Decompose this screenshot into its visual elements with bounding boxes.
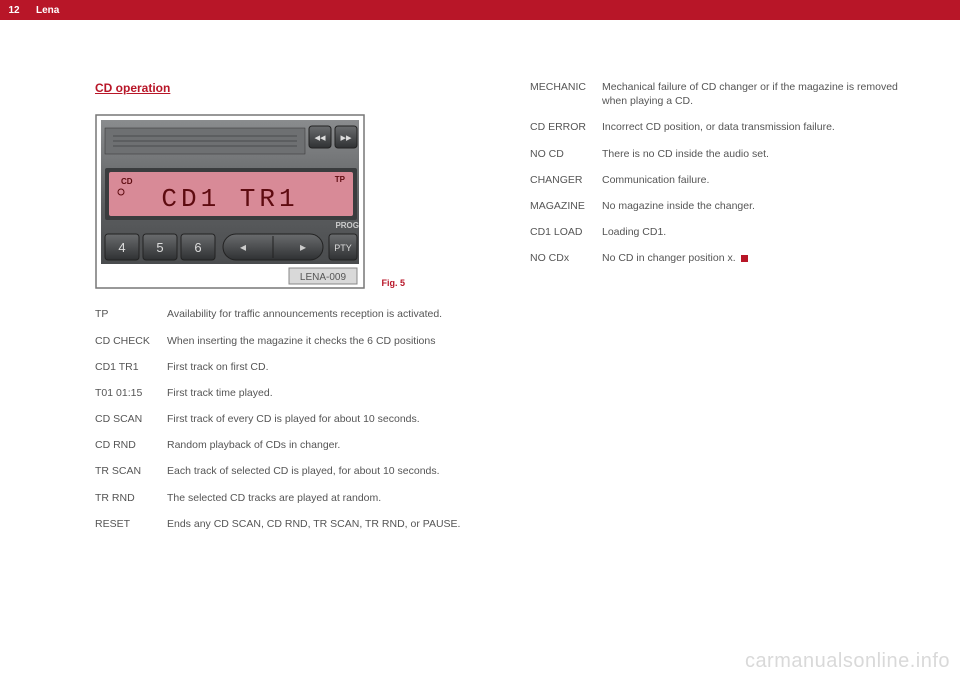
top-bar: 12 Lena bbox=[0, 0, 960, 20]
definition-term: CD CHECK bbox=[95, 334, 159, 348]
definition-description: First track of every CD is played for ab… bbox=[167, 412, 475, 426]
svg-text:5: 5 bbox=[156, 240, 163, 255]
page-number: 12 bbox=[0, 5, 28, 16]
definition-description: Mechanical failure of CD changer or if t… bbox=[602, 80, 910, 108]
svg-text:◂: ◂ bbox=[240, 240, 246, 254]
svg-text:4: 4 bbox=[118, 240, 125, 255]
definition-term: CD ERROR bbox=[530, 120, 594, 134]
definition-term: NO CD bbox=[530, 147, 594, 161]
definition-description: Random playback of CDs in changer. bbox=[167, 438, 475, 452]
left-definitions: TP Availability for traffic announcements… bbox=[95, 307, 475, 531]
svg-text:◂◂: ◂◂ bbox=[314, 132, 326, 144]
definition-description: There is no CD inside the audio set. bbox=[602, 147, 910, 161]
cd-operation-heading: CD operation bbox=[95, 80, 475, 96]
definition-term: CD1 TR1 bbox=[95, 360, 159, 374]
svg-text:TP: TP bbox=[335, 175, 346, 184]
svg-text:6: 6 bbox=[194, 240, 201, 255]
definition-term: TR SCAN bbox=[95, 464, 159, 478]
definition-term: TP bbox=[95, 307, 159, 321]
definition-description: Availability for traffic announcements r… bbox=[167, 307, 475, 321]
svg-text:▸: ▸ bbox=[300, 240, 306, 254]
right-column: MECHANIC Mechanical failure of CD changer… bbox=[530, 80, 910, 531]
right-definitions: MECHANIC Mechanical failure of CD changer… bbox=[530, 80, 910, 265]
definition-description: Each track of selected CD is played, for… bbox=[167, 464, 475, 478]
definition-description: No CD in changer position x. bbox=[602, 251, 910, 265]
definition-term: TR RND bbox=[95, 491, 159, 505]
definition-description: No magazine inside the changer. bbox=[602, 199, 910, 213]
definition-description: First track on first CD. bbox=[167, 360, 475, 374]
definition-description: First track time played. bbox=[167, 386, 475, 400]
svg-text:▸▸: ▸▸ bbox=[340, 132, 352, 144]
svg-text:PTY: PTY bbox=[334, 243, 352, 253]
definition-term: CD1 LOAD bbox=[530, 225, 594, 239]
svg-text:CD1 TR1: CD1 TR1 bbox=[161, 184, 298, 214]
radio-illustration: ◂◂ ▸▸ CD TP CD1 TR1 PROG 4 5 6 bbox=[95, 114, 365, 289]
definition-term: NO CDx bbox=[530, 251, 594, 265]
section-name: Lena bbox=[36, 5, 59, 16]
definition-term: CD SCAN bbox=[95, 412, 159, 426]
content-columns: CD operation bbox=[0, 20, 960, 531]
watermark: carmanualsonline.info bbox=[745, 650, 950, 673]
definition-description: Ends any CD SCAN, CD RND, TR SCAN, TR RN… bbox=[167, 517, 475, 531]
svg-text:PROG: PROG bbox=[335, 221, 359, 230]
definition-description: Communication failure. bbox=[602, 173, 910, 187]
end-mark-icon bbox=[741, 255, 748, 262]
svg-text:LENA-009: LENA-009 bbox=[300, 272, 347, 283]
definition-term: CHANGER bbox=[530, 173, 594, 187]
definition-description: Loading CD1. bbox=[602, 225, 910, 239]
left-column: CD operation bbox=[95, 80, 475, 531]
definition-term: MAGAZINE bbox=[530, 199, 594, 213]
radio-figure: ◂◂ ▸▸ CD TP CD1 TR1 PROG 4 5 6 bbox=[95, 114, 365, 289]
svg-text:CD: CD bbox=[121, 177, 133, 186]
definition-term: RESET bbox=[95, 517, 159, 531]
definition-description: Incorrect CD position, or data transmiss… bbox=[602, 120, 910, 134]
definition-term: CD RND bbox=[95, 438, 159, 452]
definition-term: T01 01:15 bbox=[95, 386, 159, 400]
definition-description: The selected CD tracks are played at ran… bbox=[167, 491, 475, 505]
definition-description: When inserting the magazine it checks th… bbox=[167, 334, 475, 348]
definition-term: MECHANIC bbox=[530, 80, 594, 108]
